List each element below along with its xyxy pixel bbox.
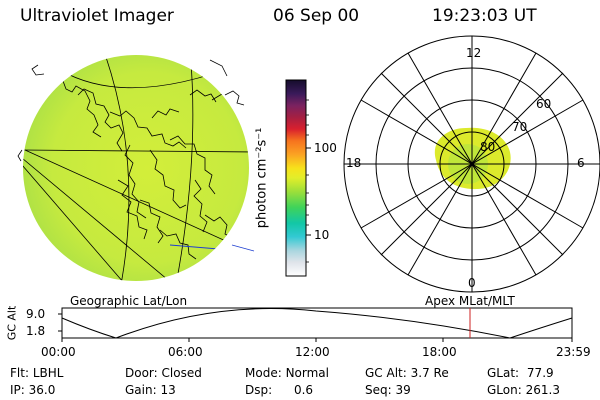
apex-label: Apex MLat/MLT xyxy=(425,294,515,308)
colorbar-unit-label: photon cm⁻²s⁻¹ xyxy=(254,127,270,229)
altitude-curve xyxy=(61,308,573,339)
status-ip: IP: 36.0 xyxy=(10,383,56,397)
status-gc-alt: GC Alt: 3.7 Re xyxy=(365,366,449,380)
geographic-label: Geographic Lat/Lon xyxy=(70,294,188,308)
lat-label-70: 70 xyxy=(512,120,528,134)
time-label: 19:23:03 UT xyxy=(432,6,537,26)
mlt-spokes xyxy=(344,36,600,292)
status-door: Door: Closed xyxy=(125,366,202,380)
status-flt: Flt: LBHL xyxy=(10,366,64,380)
status-glat: GLat: 77.9 xyxy=(487,366,554,380)
time-tick-1800: 18:00 xyxy=(422,345,457,359)
timeline-frame xyxy=(61,307,573,339)
colorbar-label-10: 10 xyxy=(314,228,330,242)
polar-plot xyxy=(343,35,600,293)
time-tick-0600: 06:00 xyxy=(168,345,203,359)
time-tick-1200: 12:00 xyxy=(295,345,330,359)
alt-tick-9: 9.0 xyxy=(26,307,46,321)
colorbar-label-100: 100 xyxy=(314,141,337,155)
instrument-title: Ultraviolet Imager xyxy=(20,6,174,26)
lat-label-80: 80 xyxy=(480,140,496,154)
lat-label-60: 60 xyxy=(536,97,552,111)
colorbar xyxy=(285,79,311,277)
mlt-label-12: 12 xyxy=(466,46,482,60)
earth-disk-image xyxy=(17,55,255,281)
mlt-label-18: 18 xyxy=(346,156,362,170)
status-mode: Mode: Normal xyxy=(245,366,329,380)
gc-alt-axis-label: GC Alt xyxy=(5,305,19,341)
status-dsp: Dsp: 0.6 xyxy=(245,383,314,397)
date-label: 06 Sep 00 xyxy=(273,6,360,26)
status-seq: Seq: 39 xyxy=(365,383,411,397)
altitude-timeline xyxy=(58,307,573,342)
time-tick-2359: 23:59 xyxy=(556,345,591,359)
geo-grid xyxy=(23,55,249,281)
mlt-label-6: 6 xyxy=(577,156,585,170)
status-gain: Gain: 13 xyxy=(125,383,176,397)
mlt-label-0: 0 xyxy=(468,276,476,290)
status-glon: GLon: 261.3 xyxy=(487,383,560,397)
alt-tick-1-8: 1.8 xyxy=(26,324,46,338)
time-tick-0000: 00:00 xyxy=(41,345,76,359)
